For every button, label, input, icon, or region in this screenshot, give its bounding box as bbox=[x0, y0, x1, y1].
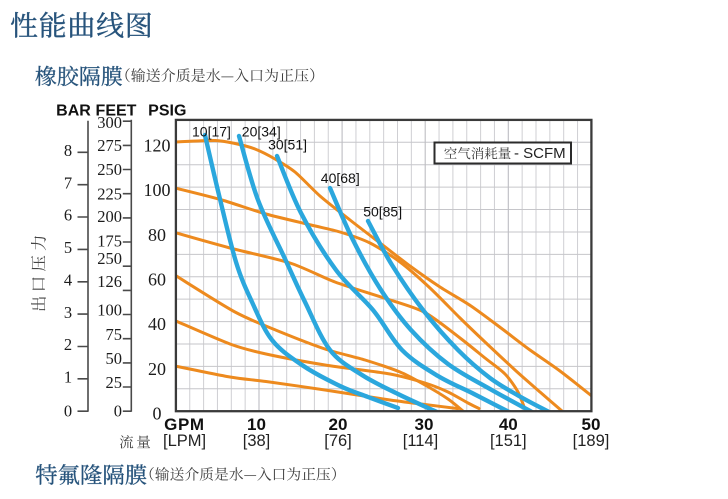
svg-text:50: 50 bbox=[582, 415, 601, 434]
svg-text:20: 20 bbox=[329, 415, 348, 434]
svg-text:4: 4 bbox=[64, 271, 72, 290]
svg-text:75: 75 bbox=[106, 325, 123, 344]
svg-text:60: 60 bbox=[148, 270, 166, 290]
svg-text:[189]: [189] bbox=[573, 432, 610, 450]
svg-text:20: 20 bbox=[148, 359, 166, 379]
svg-text:40[68]: 40[68] bbox=[321, 170, 360, 186]
svg-text:3: 3 bbox=[64, 303, 72, 322]
svg-text:120: 120 bbox=[144, 136, 171, 156]
svg-text:175: 175 bbox=[97, 232, 122, 251]
svg-text:0: 0 bbox=[153, 404, 162, 424]
svg-text:100: 100 bbox=[144, 180, 171, 200]
svg-text:FEET: FEET bbox=[96, 103, 137, 120]
svg-text:30: 30 bbox=[415, 415, 434, 434]
svg-text:0: 0 bbox=[114, 401, 122, 420]
svg-text:[114]: [114] bbox=[403, 432, 438, 450]
svg-text:BAR: BAR bbox=[56, 103, 91, 120]
svg-text:80: 80 bbox=[148, 225, 166, 245]
svg-text:[LPM]: [LPM] bbox=[163, 432, 206, 450]
svg-text:GPM: GPM bbox=[164, 415, 205, 434]
svg-text:7: 7 bbox=[64, 173, 72, 192]
svg-text:40: 40 bbox=[499, 415, 518, 434]
svg-text:100: 100 bbox=[97, 301, 122, 320]
svg-text:126: 126 bbox=[97, 272, 122, 291]
svg-text:5: 5 bbox=[64, 238, 72, 257]
svg-text:[151]: [151] bbox=[490, 432, 527, 450]
svg-text:- SCFM: - SCFM bbox=[514, 145, 566, 162]
svg-text:250: 250 bbox=[97, 249, 122, 268]
svg-text:8: 8 bbox=[64, 141, 72, 160]
svg-text:0: 0 bbox=[64, 401, 72, 420]
svg-text:[38]: [38] bbox=[243, 432, 271, 450]
svg-text:40: 40 bbox=[148, 314, 166, 334]
svg-text:10: 10 bbox=[247, 415, 266, 434]
svg-text:6: 6 bbox=[64, 206, 72, 225]
svg-text:20[34]: 20[34] bbox=[242, 123, 281, 139]
svg-text:PSIG: PSIG bbox=[148, 103, 186, 120]
svg-text:225: 225 bbox=[97, 184, 122, 203]
svg-text:300: 300 bbox=[97, 113, 122, 132]
svg-text:275: 275 bbox=[97, 136, 122, 155]
svg-text:250: 250 bbox=[97, 160, 122, 179]
svg-text:50[85]: 50[85] bbox=[363, 204, 402, 220]
svg-text:2: 2 bbox=[64, 335, 72, 354]
svg-text:1: 1 bbox=[64, 368, 72, 387]
svg-text:25: 25 bbox=[106, 373, 123, 392]
svg-text:[76]: [76] bbox=[324, 432, 352, 450]
svg-text:50: 50 bbox=[106, 349, 123, 368]
svg-text:200: 200 bbox=[97, 207, 122, 226]
svg-text:10[17]: 10[17] bbox=[192, 123, 231, 139]
svg-text:30[51]: 30[51] bbox=[268, 137, 307, 153]
